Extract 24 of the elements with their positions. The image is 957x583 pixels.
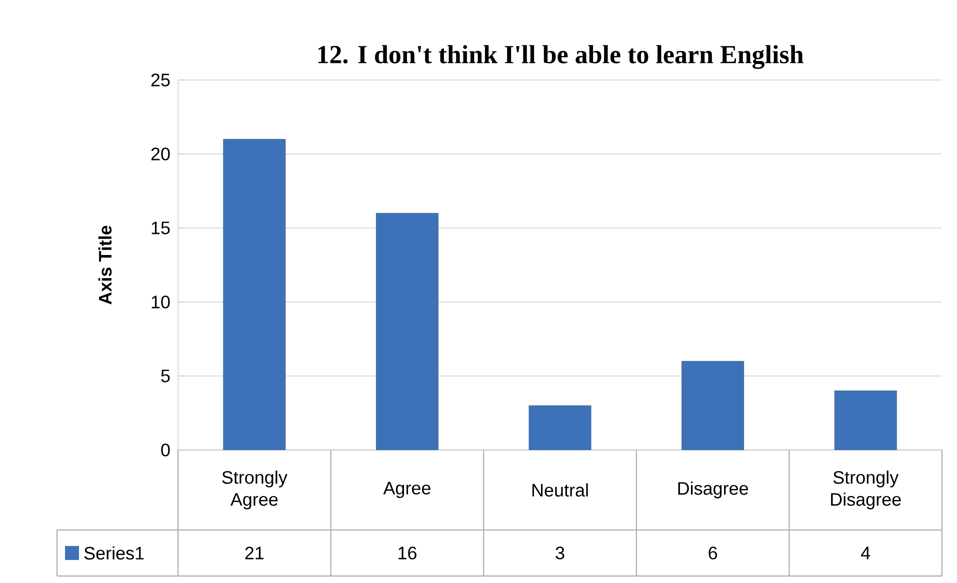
- bar: [682, 361, 744, 450]
- data-label: 4: [861, 546, 870, 560]
- x-tick-label: Neutral: [532, 483, 588, 497]
- chart-title: 12. I don't think I'll be able to learn English: [318, 45, 804, 69]
- bar: [528, 405, 592, 450]
- legend-label: Series1: [84, 546, 144, 560]
- y-tick-label: 0: [161, 444, 170, 456]
- y-tick-label: 15: [152, 222, 170, 234]
- x-tick-label: Disagree: [678, 482, 748, 498]
- y-axis-title: Axis Title: [98, 226, 112, 304]
- x-tick-label: Strongly Agree: [222, 470, 288, 510]
- data-label: 3: [556, 546, 564, 560]
- x-tick-label: Agree: [383, 482, 430, 498]
- y-tick-label: 5: [161, 370, 170, 382]
- y-tick-label: 10: [152, 296, 170, 308]
- y-tick-label: 20: [151, 148, 170, 160]
- bar: [376, 212, 438, 450]
- data-label: 16: [398, 546, 416, 560]
- y-tick-label: 25: [151, 74, 170, 86]
- x-tick-label: Strongly Disagree: [831, 470, 901, 510]
- bar: [223, 138, 286, 450]
- data-label: 6: [708, 546, 718, 560]
- data-label: 21: [245, 546, 264, 560]
- bar: [834, 390, 897, 450]
